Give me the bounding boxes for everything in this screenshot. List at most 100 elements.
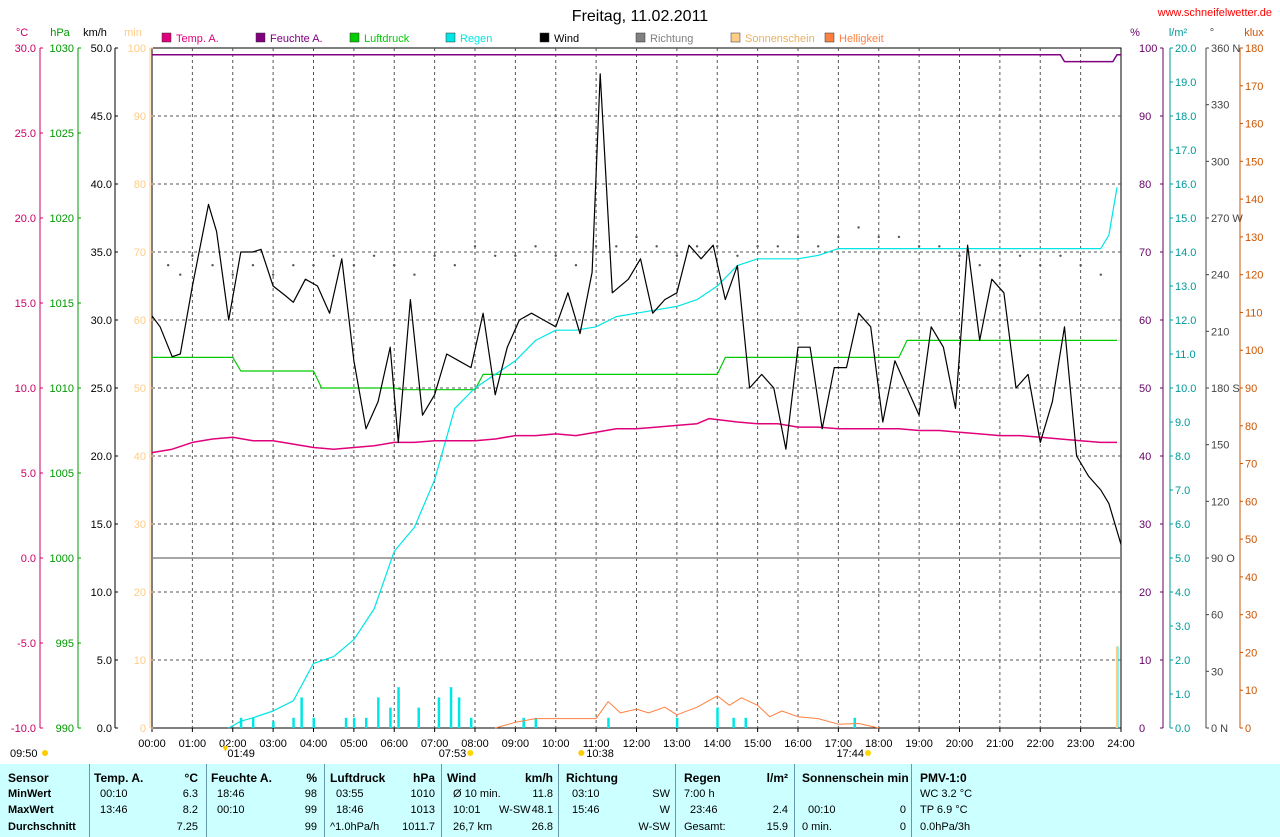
rain-tick-label-15: 5.0 (1175, 553, 1190, 565)
sun-tick-label-0: 100 (128, 43, 146, 55)
klux-tick-label-15: 30 (1245, 610, 1257, 622)
x-tick-label-19: 19:00 (905, 738, 933, 750)
klux-tick-label-4: 140 (1245, 194, 1263, 206)
temp-tick-label-2: 20.0 (15, 213, 36, 225)
direction-dot-18 (514, 254, 517, 257)
wind-max-direction: W-SW (499, 804, 531, 816)
sun-tick-label-9: 10 (134, 655, 146, 667)
wind-tick-label-2: 40.0 (91, 179, 112, 191)
rain-bar-6 (344, 717, 348, 728)
rain-unit: l/m² (1169, 27, 1188, 39)
rain-bar-8 (364, 717, 368, 728)
rain-bar-5 (312, 717, 315, 728)
x-tick-label-15: 15:00 (744, 738, 772, 750)
x-tick-label-23: 23:00 (1067, 738, 1095, 750)
hum-max-value: 99 (304, 804, 317, 816)
press-tick-label-0: 1030 (50, 43, 74, 55)
legend-swatch-7 (824, 32, 835, 43)
hum-tick-label-4: 60 (1139, 315, 1151, 327)
legend-label-1: Feuchte A. (270, 33, 323, 45)
rain-tick-label-17: 3.0 (1175, 621, 1190, 633)
wind-line (151, 73, 1122, 545)
rain-bar-24 (853, 717, 857, 728)
temp-tick-label-1: 25.0 (15, 128, 36, 140)
klux-tick-label-12: 60 (1245, 496, 1257, 508)
time-markers: 09:50 01:49 07:53 10:38 17:44 (10, 746, 871, 760)
direction-dot-17 (493, 254, 497, 257)
x-tick-label-11: 11:00 (583, 738, 610, 750)
x-tick-label-14: 14:00 (703, 738, 731, 750)
x-tick-label-3: 03:00 (259, 738, 287, 750)
direction-dot-5 (251, 264, 255, 267)
direction-dot-1 (179, 273, 182, 276)
rain-tick-label-8: 12.0 (1175, 315, 1196, 327)
temp-tick-label-7: -5.0 (17, 638, 36, 650)
sun-tick-label-1: 90 (134, 111, 146, 123)
press-tick-label-7: 995 (56, 638, 74, 650)
direction-dot-26 (675, 254, 679, 257)
x-tick-label-10: 10:00 (542, 738, 570, 750)
row-label-max: MaxWert (8, 804, 54, 816)
rain-tick-label-6: 14.0 (1175, 247, 1196, 259)
plot-area (151, 54, 1122, 729)
press-unit: hPa (50, 27, 70, 39)
dir-tick-label-11: 30 (1211, 666, 1223, 678)
statistics-table: Sensor MinWert MaxWert Durchschnitt Temp… (0, 764, 1280, 837)
x-tick-label-13: 13:00 (663, 738, 691, 750)
hum-max-time: 00:10 (217, 804, 245, 816)
klux-tick-label-2: 160 (1245, 119, 1263, 131)
dir-header: Richtung (566, 771, 618, 785)
legend-label-3: Regen (460, 33, 492, 45)
sun-max-value: 0 (899, 804, 906, 816)
press-tick-label-6: 1000 (50, 553, 74, 565)
pmv-dewpoint: TP 6.9 °C (920, 804, 968, 816)
x-tick-label-16: 16:00 (784, 738, 812, 750)
klux-tick-label-7: 110 (1245, 307, 1263, 319)
temp-min-value: 6.3 (182, 788, 198, 800)
rain-tick-label-1: 19.0 (1175, 77, 1196, 89)
rain-bar-19 (607, 717, 610, 728)
direction-dot-38 (917, 245, 921, 248)
direction-dot-33 (816, 245, 820, 248)
klux-tick-label-10: 80 (1245, 421, 1257, 433)
direction-dot-35 (857, 226, 860, 229)
x-tick-label-8: 08:00 (461, 738, 489, 750)
dir-tick-label-8: 120 (1211, 496, 1229, 508)
dir-max-time: 15:46 (572, 804, 600, 816)
sun-total-label: 0 min. (802, 821, 832, 833)
press-min-value: 1010 (410, 788, 435, 800)
rain-tick-label-10: 10.0 (1175, 383, 1196, 395)
rain-bar-9 (377, 697, 380, 728)
rain-bar-0 (239, 717, 243, 728)
legend-swatch-6 (730, 32, 741, 43)
direction-dot-28 (716, 245, 719, 248)
source-link[interactable]: www.schneifelwetter.de (1157, 7, 1272, 19)
rain-bar-23 (744, 717, 748, 728)
sun-header: Sonnenschein min (802, 771, 909, 785)
klux-tick-label-8: 100 (1245, 345, 1263, 357)
x-tick-label-18: 18:00 (865, 738, 893, 750)
legend-swatch-4 (539, 32, 550, 43)
direction-dot-9 (332, 254, 335, 257)
chart-title: Freitag, 11.02.2011 (572, 8, 708, 25)
klux-tick-label-3: 150 (1245, 156, 1263, 168)
direction-dot-20 (554, 254, 557, 257)
rain-total-label: Gesamt: (684, 821, 726, 833)
rain-total-value: 15.9 (766, 821, 788, 833)
dir-tick-label-2: 300 (1211, 156, 1229, 168)
legend-swatch-0 (161, 32, 172, 43)
direction-dot-24 (635, 235, 638, 239)
rain-bar-20 (675, 717, 679, 728)
pmv-header: PMV-1:0 (920, 771, 967, 785)
sensor-header: Sensor (8, 771, 49, 785)
rain-bar-15 (457, 697, 461, 728)
dir-tick-label-9: 90 O (1211, 553, 1235, 565)
direction-dot-32 (796, 235, 800, 239)
time-marker-label-3: 10:38 (586, 748, 614, 760)
hum-unit: % (1130, 27, 1140, 39)
row-label-avg: Durchschnitt (8, 821, 76, 833)
rain-bar-13 (437, 697, 441, 728)
hum-tick-label-7: 30 (1139, 519, 1151, 531)
moon-marker-3 (578, 750, 585, 756)
wind-max-time: 10:01 (453, 804, 481, 816)
